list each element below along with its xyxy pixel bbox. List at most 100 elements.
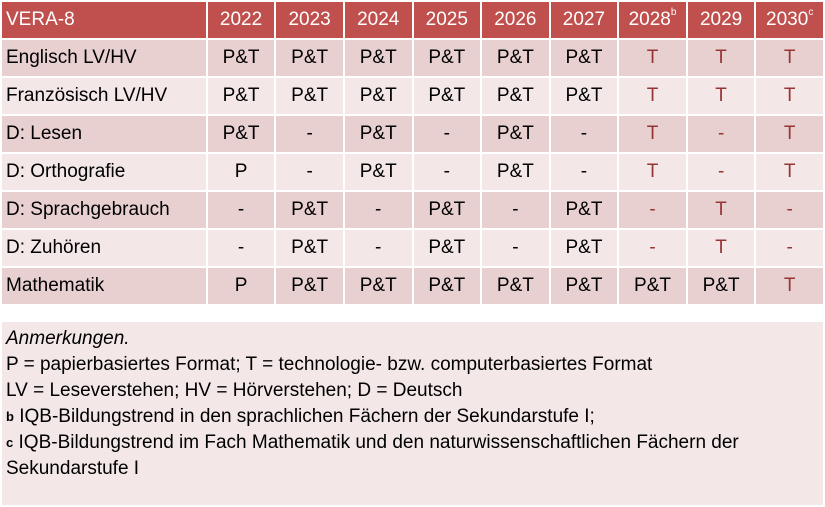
format-cell: P&T [207,78,275,114]
notes: Anmerkungen. P = papierbasiertes Format;… [2,322,823,505]
notes-legend-abbreviations: LV = Leseverstehen; HV = Hörverstehen; D… [6,380,463,401]
format-cell: T [756,78,823,114]
subject-cell: Mathematik [2,268,206,304]
year-label: 2022 [219,9,263,30]
vera8-schedule-table: VERA-8 2022 2023 2024 2025 2026 2027 2028b 2029… [2,2,823,304]
format-cell: T [687,40,755,76]
format-cell: - [207,230,275,266]
table-row: Mathematik P P&T P&T P&T P&T P&T P&T P&T T [2,268,823,304]
format-cell: P&T [619,268,686,304]
format-cell: P&T [344,154,412,190]
format-cell: P&T [482,116,549,152]
format-cell: - [619,230,686,266]
format-cell: P&T [276,192,343,228]
year-label: 2026 [494,9,537,30]
format-cell: P&T [550,268,618,304]
format-cell: P&T [276,78,343,114]
format-cell: - [550,154,618,190]
year-header: 2022 [207,2,275,38]
table-row: Englisch LV/HV P&T P&T P&T P&T P&T P&T T T T [2,40,823,76]
format-cell: P&T [550,192,618,228]
format-cell: P&T [413,192,481,228]
footnote-c-text: IQB-Bildungstrend im Fach Mathematik und… [6,432,739,479]
year-label: 2030 [766,9,809,30]
subject-cell: Englisch LV/HV [2,40,206,76]
format-cell: P&T [344,40,412,76]
format-cell: P&T [482,154,549,190]
year-label: 2025 [425,9,468,30]
format-cell: P&T [482,40,549,76]
subject-cell: D: Sprachgebrauch [2,192,206,228]
year-header: 2030c [756,2,823,38]
notes-legend-formats: P = papierbasiertes Format; T = technolo… [6,354,653,375]
format-cell: - [756,192,823,228]
format-cell: P&T [482,268,549,304]
footnote-marker: c [808,7,814,18]
year-label: 2028 [628,9,671,30]
subject-cell: D: Orthografie [2,154,206,190]
format-cell: - [413,154,481,190]
year-header: 2024 [344,2,412,38]
format-cell: - [619,192,686,228]
format-cell: T [619,116,686,152]
year-header: 2029 [687,2,755,38]
year-label: 2024 [357,9,400,30]
year-label: 2027 [562,9,606,30]
format-cell: P [207,154,275,190]
format-cell: - [344,192,412,228]
format-cell: - [482,192,549,228]
format-cell: P&T [276,40,343,76]
year-header: 2028b [619,2,686,38]
year-header: 2023 [276,2,343,38]
format-cell: P&T [344,116,412,152]
notes-heading: Anmerkungen. [6,328,130,349]
footnote-marker: b [670,7,677,18]
format-cell: P&T [276,268,343,304]
format-cell: P&T [276,230,343,266]
format-cell: P&T [482,78,549,114]
format-cell: P&T [207,40,275,76]
footnote-b-text: IQB-Bildungstrend in den sprachlichen Fä… [13,406,595,427]
format-cell: T [619,40,686,76]
year-header: 2026 [482,2,549,38]
format-cell: P&T [207,116,275,152]
subject-cell: D: Zuhören [2,230,206,266]
table-title: VERA-8 [2,2,206,38]
format-cell: - [687,154,755,190]
footnote-b: b IQB-Bildungstrend in den sprachlichen … [6,404,819,430]
year-header: 2025 [413,2,481,38]
format-cell: T [756,40,823,76]
table-row: D: Zuhören - P&T - P&T - P&T - T - [2,230,823,266]
format-cell: - [756,230,823,266]
table-row: D: Lesen P&T - P&T - P&T - T - T [2,116,823,152]
format-cell: P&T [413,78,481,114]
format-cell: T [756,268,823,304]
table-row: Französisch LV/HV P&T P&T P&T P&T P&T P&T T T T [2,78,823,114]
footnote-c-mark: c [6,435,14,450]
format-cell: P&T [413,230,481,266]
year-label: 2029 [699,9,743,30]
footnote-b-mark: b [6,409,14,424]
format-cell: - [276,116,343,152]
table-row: D: Orthografie P - P&T - P&T - T - T [2,154,823,190]
table-row: D: Sprachgebrauch - P&T - P&T - P&T - T - [2,192,823,228]
format-cell: P&T [687,268,755,304]
format-cell: - [207,192,275,228]
format-cell: - [550,116,618,152]
format-cell: P [207,268,275,304]
format-cell: P&T [344,268,412,304]
format-cell: - [482,230,549,266]
format-cell: P&T [550,40,618,76]
format-cell: P&T [344,78,412,114]
format-cell: T [687,78,755,114]
year-label: 2023 [288,9,331,30]
format-cell: P&T [550,78,618,114]
format-cell: - [276,154,343,190]
footnote-c: c IQB-Bildungstrend im Fach Mathematik u… [6,430,819,482]
format-cell: P&T [550,230,618,266]
format-cell: - [413,116,481,152]
year-header: 2027 [550,2,618,38]
format-cell: T [756,116,823,152]
format-cell: T [687,230,755,266]
format-cell: - [344,230,412,266]
